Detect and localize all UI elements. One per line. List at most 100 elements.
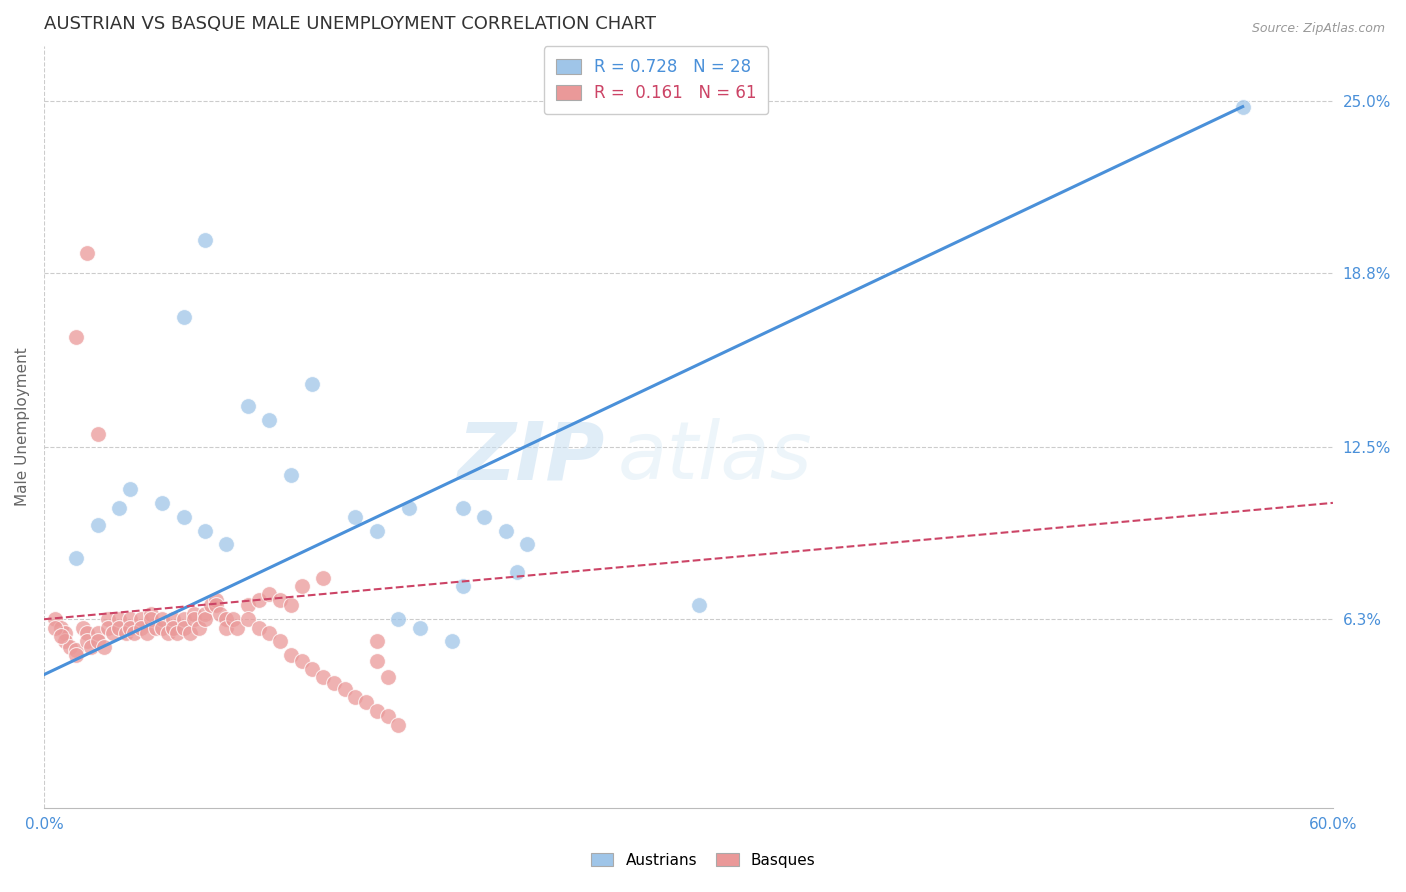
Point [150,612,173,626]
Point [183,607,205,621]
Point [247,621,270,635]
Point [516,537,538,551]
Point [65,329,87,343]
Point [76,626,98,640]
Point [173,621,195,635]
Point [65,648,87,663]
Point [215,537,238,551]
Point [366,654,388,668]
Text: Source: ZipAtlas.com: Source: ZipAtlas.com [1251,22,1385,36]
Point [44,621,66,635]
Point [76,246,98,260]
Point [136,626,159,640]
Point [451,501,474,516]
Point [108,621,131,635]
Point [377,670,399,684]
Point [215,612,238,626]
Point [108,501,131,516]
Point [344,509,367,524]
Point [366,634,388,648]
Point [259,587,281,601]
Point [129,612,152,626]
Point [1232,100,1254,114]
Point [97,621,120,635]
Point [72,621,94,635]
Point [80,640,103,654]
Text: ZIP: ZIP [457,418,605,496]
Point [259,626,281,640]
Point [187,621,209,635]
Point [173,612,195,626]
Point [366,704,388,718]
Point [269,634,291,648]
Point [291,579,314,593]
Point [226,621,249,635]
Point [114,626,136,640]
Point [44,612,66,626]
Point [150,496,173,510]
Point [312,571,335,585]
Point [97,612,120,626]
Point [49,629,72,643]
Point [173,509,195,524]
Point [53,626,76,640]
Point [145,621,167,635]
Point [259,413,281,427]
Point [65,551,87,566]
Point [86,626,108,640]
Point [200,599,222,613]
Point [236,399,259,413]
Point [280,648,302,663]
Point [141,612,163,626]
Point [204,599,226,613]
Point [166,626,188,640]
Point [291,654,314,668]
Point [688,599,710,613]
Y-axis label: Male Unemployment: Male Unemployment [15,347,30,506]
Point [129,621,152,635]
Point [162,621,184,635]
Point [118,621,141,635]
Point [118,482,141,496]
Point [122,626,145,640]
Text: atlas: atlas [617,418,813,496]
Point [505,565,527,579]
Point [204,592,226,607]
Point [76,634,98,648]
Point [141,607,163,621]
Point [157,626,180,640]
Legend: Austrians, Basques: Austrians, Basques [583,845,823,875]
Point [312,670,335,684]
Point [215,621,238,635]
Point [322,676,344,690]
Point [333,681,356,696]
Point [451,579,474,593]
Point [495,524,517,538]
Point [194,524,217,538]
Point [194,607,217,621]
Point [354,695,377,709]
Point [194,612,217,626]
Point [194,233,217,247]
Point [441,634,464,648]
Point [377,709,399,723]
Point [301,376,323,391]
Point [209,607,232,621]
Point [108,612,131,626]
Point [86,518,108,533]
Point [93,640,115,654]
Point [387,612,409,626]
Point [344,690,367,704]
Point [65,642,87,657]
Point [101,626,124,640]
Point [150,621,173,635]
Point [162,612,184,626]
Point [49,621,72,635]
Point [59,640,82,654]
Text: AUSTRIAN VS BASQUE MALE UNEMPLOYMENT CORRELATION CHART: AUSTRIAN VS BASQUE MALE UNEMPLOYMENT COR… [44,15,655,33]
Point [301,662,323,676]
Point [173,310,195,325]
Point [183,612,205,626]
Point [409,621,432,635]
Point [86,634,108,648]
